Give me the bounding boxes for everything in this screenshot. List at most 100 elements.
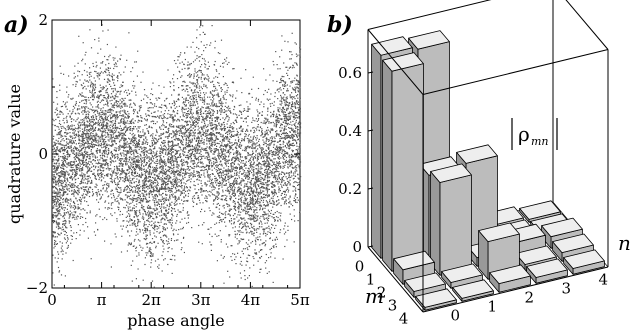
scatter-point	[87, 189, 90, 191]
scatter-point	[79, 145, 81, 147]
scatter-point	[241, 144, 243, 146]
scatter-point	[86, 71, 88, 73]
scatter-point	[274, 185, 276, 187]
scatter-point	[59, 143, 61, 145]
scatter-point	[242, 160, 244, 162]
scatter-point	[255, 118, 257, 120]
scatter-point	[189, 153, 191, 155]
scatter-point	[106, 43, 108, 46]
scatter-point	[283, 162, 285, 164]
scatter-point	[148, 164, 151, 166]
scatter-point	[250, 182, 252, 184]
scatter-point	[182, 144, 184, 146]
scatter-point	[117, 60, 119, 62]
scatter-point	[174, 199, 176, 201]
scatter-point	[264, 161, 266, 163]
scatter-point	[253, 166, 255, 168]
scatter-point	[70, 200, 72, 202]
scatter-point	[116, 166, 118, 168]
scatter-point	[126, 113, 128, 115]
scatter-point	[235, 157, 237, 160]
scatter-point	[287, 161, 289, 163]
scatter-point	[53, 232, 55, 234]
scatter-point	[279, 103, 281, 105]
scatter-point	[131, 187, 133, 189]
scatter-point	[239, 193, 241, 195]
scatter-point	[120, 54, 122, 56]
scatter-point	[162, 213, 164, 215]
scatter-point	[255, 237, 257, 239]
scatter-point	[282, 154, 284, 156]
scatter-point	[292, 115, 294, 118]
scatter-point	[165, 126, 167, 128]
scatter-point	[169, 198, 171, 200]
scatter-point	[141, 200, 144, 202]
scatter-point	[169, 202, 171, 204]
scatter-point	[177, 170, 179, 172]
scatter-point	[71, 238, 73, 240]
scatter-point	[54, 129, 56, 131]
scatter-point	[141, 184, 144, 187]
scatter-point	[63, 223, 65, 225]
scatter-point	[85, 153, 87, 155]
scatter-point	[69, 205, 71, 207]
scatter-point	[273, 194, 276, 196]
scatter-point	[116, 147, 118, 149]
scatter-point	[292, 160, 294, 162]
scatter-point	[210, 227, 212, 229]
scatter-point	[63, 117, 65, 120]
scatter-point	[190, 148, 192, 150]
scatter-point	[286, 151, 288, 154]
scatter-point	[277, 219, 279, 221]
scatter-point	[291, 143, 293, 145]
scatter-point	[289, 196, 291, 198]
scatter-point	[175, 133, 177, 135]
scatter-point	[98, 149, 100, 151]
scatter-point	[102, 88, 104, 90]
scatter-point	[248, 239, 250, 241]
scatter-point	[206, 134, 208, 136]
scatter-point	[173, 160, 175, 163]
scatter-point	[272, 201, 274, 203]
scatter-point	[293, 144, 296, 146]
scatter-point	[130, 185, 132, 187]
scatter-point	[141, 163, 143, 165]
scatter-point	[156, 183, 158, 186]
scatter-point	[147, 114, 149, 116]
scatter-point	[211, 145, 213, 147]
scatter-point	[274, 257, 276, 259]
scatter-point	[97, 161, 100, 163]
scatter-point	[58, 191, 60, 193]
scatter-point	[205, 64, 207, 66]
scatter-point	[78, 126, 80, 128]
scatter-point	[163, 145, 165, 147]
scatter-point	[233, 162, 235, 164]
scatter-point	[95, 116, 97, 118]
scatter-point	[192, 200, 194, 202]
scatter-point	[170, 167, 172, 169]
scatter-point	[186, 145, 189, 147]
scatter-point	[149, 172, 151, 174]
scatter-point	[166, 154, 168, 156]
scatter-point	[244, 162, 246, 165]
scatter-point	[242, 139, 244, 141]
scatter-point	[286, 96, 288, 98]
scatter-point	[143, 223, 145, 225]
scatter-point	[73, 128, 75, 130]
scatter-point	[142, 199, 145, 201]
scatter-point	[122, 98, 124, 100]
scatter-point	[275, 134, 278, 137]
scatter-point	[145, 239, 147, 241]
scatter-point	[265, 133, 267, 135]
scatter-point	[101, 175, 103, 177]
scatter-point	[69, 110, 71, 112]
scatter-point	[196, 80, 199, 82]
scatter-point	[72, 142, 74, 144]
scatter-point	[107, 128, 109, 130]
scatter-point	[79, 127, 81, 129]
scatter-point	[235, 142, 237, 144]
scatter-point	[288, 78, 290, 80]
scatter-point	[152, 168, 155, 170]
scatter-point	[248, 191, 250, 193]
scatter-point	[89, 90, 91, 92]
